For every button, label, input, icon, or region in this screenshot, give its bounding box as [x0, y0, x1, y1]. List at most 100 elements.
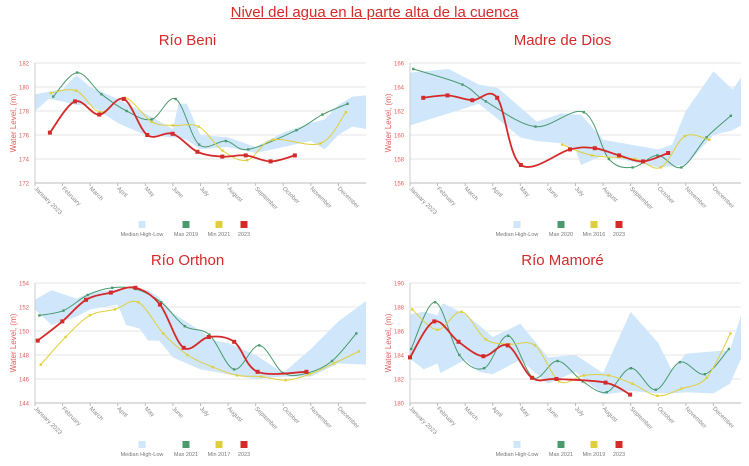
data-point	[157, 302, 162, 307]
data-point	[629, 367, 633, 370]
main-title: Nivel del agua en la parte alta de la cu…	[230, 4, 519, 21]
median-high-low-band	[35, 289, 366, 379]
legend-label: Max 2019	[174, 232, 198, 238]
x-tick-label: November	[683, 186, 707, 210]
legend-label: Min 2019	[583, 452, 606, 458]
data-point	[97, 112, 102, 117]
data-point	[355, 332, 358, 335]
data-point	[76, 71, 79, 74]
legend-label: Max 2020	[549, 232, 573, 238]
data-point	[206, 335, 211, 339]
y-tick-label: 154	[19, 282, 30, 288]
data-point	[86, 293, 89, 297]
legend-swatch	[615, 441, 623, 448]
y-tick-label: 148	[19, 354, 30, 360]
y-tick-label: 158	[394, 158, 405, 164]
data-point	[49, 91, 52, 95]
data-point	[220, 154, 225, 159]
data-point	[181, 345, 186, 350]
x-tick-label: June	[546, 406, 560, 420]
series-line-min-2019	[411, 309, 731, 397]
data-point	[567, 147, 572, 152]
data-point	[232, 339, 237, 344]
y-axis-title: Water Level, (m)	[384, 313, 393, 372]
legend-swatch	[182, 441, 190, 448]
x-tick-label: June	[171, 406, 185, 420]
data-point	[409, 347, 413, 351]
data-point	[484, 338, 488, 341]
x-tick-label: February	[60, 186, 81, 207]
data-point	[292, 153, 297, 158]
data-point	[72, 99, 77, 104]
legend-swatch	[513, 441, 521, 448]
data-point	[284, 379, 287, 382]
median-high-low-band	[35, 75, 366, 153]
chart-title: Río Beni	[158, 32, 217, 49]
data-point	[159, 301, 163, 304]
y-tick-label: 182	[19, 62, 30, 68]
data-point	[659, 166, 662, 169]
legend-swatch	[138, 221, 146, 228]
data-point	[656, 394, 659, 397]
y-tick-label: 150	[19, 330, 30, 336]
data-point	[235, 374, 239, 377]
data-point	[108, 290, 113, 295]
data-point	[558, 380, 561, 383]
chart-title: Madre de Dios	[513, 32, 612, 49]
series-line-min-2016	[562, 134, 710, 169]
legend-swatch	[615, 221, 623, 228]
data-point	[39, 363, 42, 366]
x-tick-label: August	[601, 186, 619, 204]
data-point	[74, 89, 78, 92]
data-point	[357, 350, 361, 353]
legend-label: 2023	[613, 232, 625, 238]
data-point	[38, 314, 41, 317]
data-point	[445, 93, 450, 98]
data-point	[295, 129, 298, 132]
data-point	[505, 343, 510, 348]
legend-swatch	[557, 221, 565, 228]
y-tick-label: 164	[394, 86, 405, 92]
x-tick-label: October	[281, 186, 300, 205]
x-tick-label: May	[518, 186, 530, 198]
data-point	[113, 308, 117, 311]
y-tick-label: 180	[19, 86, 30, 92]
data-point	[183, 325, 186, 328]
x-tick-label: November	[308, 406, 332, 430]
legend-swatch	[240, 221, 248, 228]
y-tick-label: 178	[19, 110, 30, 116]
data-point	[332, 362, 335, 365]
x-tick-label: October	[281, 406, 300, 425]
data-point	[186, 353, 189, 357]
data-point	[461, 83, 464, 86]
y-tick-label: 180	[394, 402, 405, 408]
data-point	[319, 142, 322, 145]
x-tick-label: October	[656, 406, 675, 425]
data-point	[133, 285, 138, 290]
data-point	[47, 130, 52, 135]
data-point	[460, 310, 463, 313]
data-point	[605, 391, 608, 394]
x-tick-label: December	[711, 186, 735, 210]
data-point	[330, 359, 334, 363]
data-point	[680, 387, 683, 390]
data-point	[705, 376, 708, 379]
y-tick-label: 188	[394, 306, 405, 312]
data-point	[35, 338, 40, 343]
data-point	[62, 309, 65, 312]
data-point	[705, 136, 708, 139]
data-point	[727, 347, 731, 351]
data-point	[243, 153, 248, 158]
median-high-low-band	[410, 303, 741, 395]
data-point	[729, 114, 732, 117]
data-point	[554, 377, 559, 381]
x-tick-label: March	[88, 186, 104, 202]
data-point	[729, 332, 732, 335]
data-point	[268, 159, 273, 164]
data-point	[271, 138, 274, 141]
data-point	[680, 166, 683, 169]
data-point	[581, 380, 584, 383]
data-point	[150, 120, 153, 123]
data-point	[411, 308, 414, 311]
data-point	[84, 297, 89, 302]
